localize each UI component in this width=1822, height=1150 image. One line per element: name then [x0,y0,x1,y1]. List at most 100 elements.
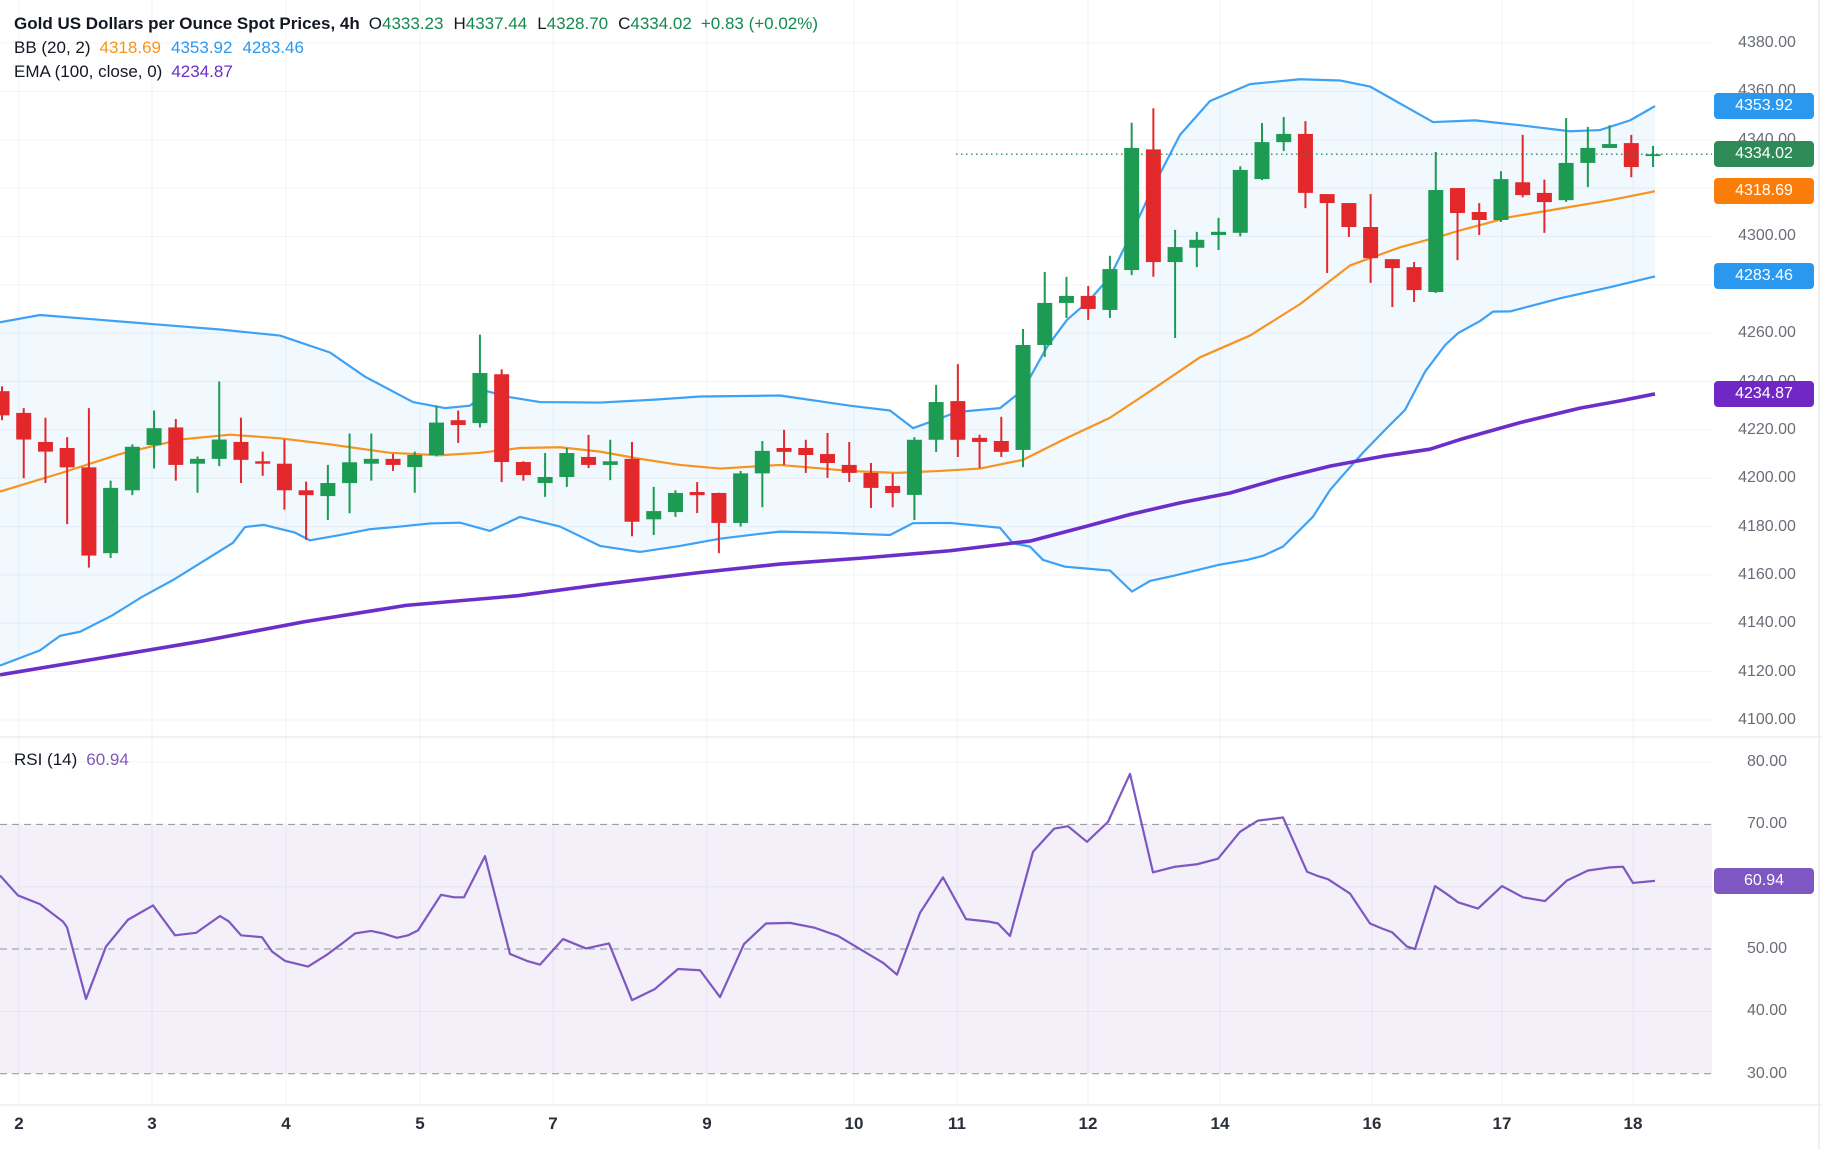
bb-value: 4283.46 [242,38,304,57]
candle[interactable] [820,433,836,478]
candle[interactable] [342,433,358,514]
candle[interactable] [211,381,227,467]
candle-body [1536,192,1552,203]
candles[interactable] [0,108,1661,568]
candle[interactable] [1471,203,1487,235]
candle[interactable] [59,437,75,525]
candle[interactable] [754,440,770,508]
candle[interactable] [472,334,488,428]
candle[interactable] [1384,259,1400,308]
candle[interactable] [1015,329,1031,468]
candle[interactable] [1428,152,1444,294]
candle[interactable] [81,408,97,568]
time-axis[interactable]: 2 3 4 5 7 9 10 11 12 14 16 17 18 [0,1105,1822,1150]
candle[interactable] [1341,203,1357,237]
candle[interactable] [581,434,597,469]
price-tick: 4380.00 [1738,34,1796,51]
price-panel[interactable] [0,78,1712,677]
candle[interactable] [16,408,32,479]
candle[interactable] [1167,229,1183,338]
candle[interactable] [363,433,379,481]
candle[interactable] [385,454,401,471]
candle[interactable] [0,386,10,421]
candle[interactable] [993,416,1009,457]
candle[interactable] [233,417,249,484]
legend-ema-row: EMA (100, close, 0) 4234.87 [14,60,818,84]
ohlc-values: O4333.23 H4337.44 L4328.70 C4334.02 [369,14,692,34]
candle[interactable] [972,434,988,469]
candle-body [1406,267,1422,291]
candle[interactable] [646,486,662,536]
candle[interactable] [1623,134,1639,178]
candle[interactable] [190,456,206,493]
candle[interactable] [1602,125,1618,148]
candle[interactable] [1145,108,1161,277]
candle[interactable] [494,369,510,483]
candle[interactable] [1536,179,1552,233]
candle[interactable] [798,439,814,473]
candle[interactable] [776,429,792,465]
candle[interactable] [1189,231,1205,268]
candle[interactable] [1450,188,1466,261]
candle[interactable] [1232,166,1248,237]
candle[interactable] [1254,123,1270,181]
ema-indicator-values: 4234.87 [171,62,232,82]
candle[interactable] [711,492,727,554]
candle[interactable] [515,461,531,481]
rsi-tick: 40.00 [1746,1002,1788,1020]
candle[interactable] [689,482,705,514]
price-axis[interactable]: 4380.004360.004340.004320.004300.004280.… [1712,0,1822,1150]
candle[interactable] [1363,194,1379,283]
candle[interactable] [1058,276,1074,318]
candle[interactable] [450,410,466,443]
candle[interactable] [168,418,184,481]
candle[interactable] [559,447,575,487]
candle[interactable] [1080,285,1096,320]
candle[interactable] [37,417,53,484]
candle[interactable] [1515,134,1531,198]
candle[interactable] [885,473,901,508]
candle[interactable] [407,451,423,493]
candle[interactable] [928,384,944,452]
candle[interactable] [733,470,749,527]
bollinger-lower-line [0,275,1656,667]
candle[interactable] [255,451,271,476]
candle[interactable] [124,444,140,496]
rsi-panel[interactable] [0,772,1712,1075]
candle[interactable] [1297,121,1313,209]
candle[interactable] [667,490,683,517]
candle[interactable] [624,441,640,537]
candle[interactable] [1319,194,1335,273]
candle[interactable] [602,439,618,481]
symbol-title: Gold US Dollars per Ounce Spot Prices, 4… [14,14,360,33]
candle[interactable] [320,464,336,521]
candle[interactable] [298,481,314,540]
candle[interactable] [863,462,879,508]
candle[interactable] [146,410,162,469]
candle[interactable] [1406,262,1422,302]
candle[interactable] [1124,122,1140,276]
candle[interactable] [1037,271,1053,357]
candle[interactable] [1645,145,1661,168]
candle[interactable] [428,405,444,457]
candle[interactable] [841,441,857,483]
candle[interactable] [276,439,292,510]
candle[interactable] [1558,117,1574,202]
candle[interactable] [1211,217,1227,250]
ohlc-value: 4333.23 [382,14,444,33]
candle[interactable] [1276,116,1292,152]
candle[interactable] [1493,171,1509,222]
candle-body [0,391,10,416]
candle-body [1515,182,1531,196]
candle[interactable] [537,453,553,497]
candle-body [1037,302,1053,345]
candle[interactable] [906,437,922,521]
candle[interactable] [1102,255,1118,318]
candle-body [1384,259,1400,269]
candle[interactable] [103,480,119,559]
ohlc-key: L [537,14,547,33]
candle[interactable] [1580,126,1596,188]
candle[interactable] [950,364,966,457]
